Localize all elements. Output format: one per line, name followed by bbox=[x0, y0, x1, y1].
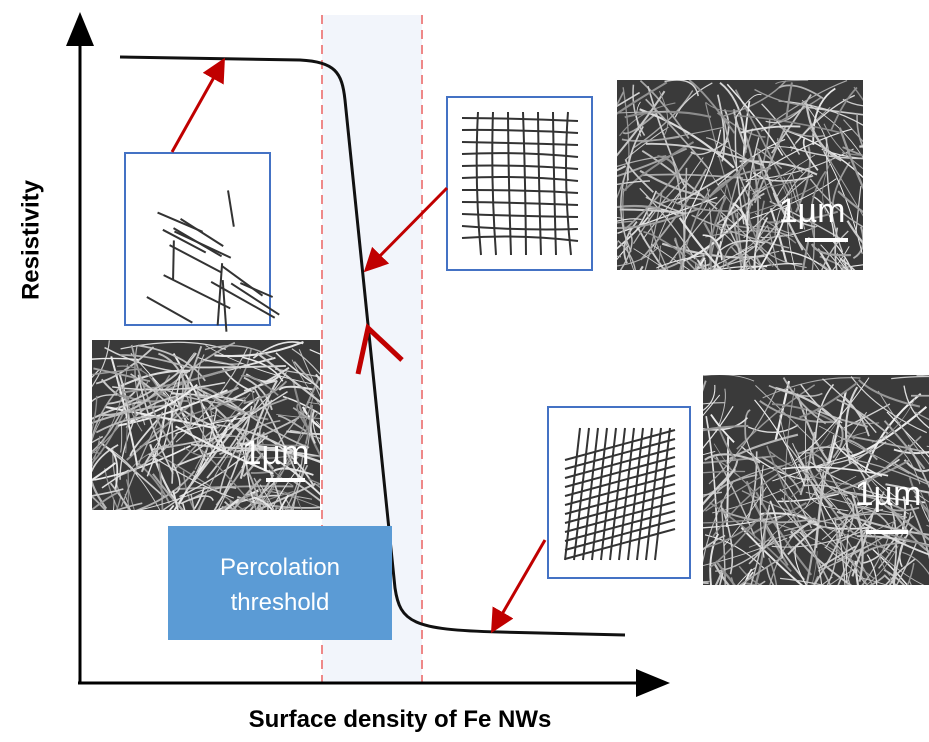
fiber bbox=[861, 578, 929, 626]
x-arrowhead bbox=[636, 669, 670, 697]
fiber bbox=[29, 369, 99, 437]
fiber bbox=[789, 266, 847, 337]
fiber bbox=[847, 574, 883, 678]
fiber bbox=[835, 255, 898, 357]
fiber bbox=[630, 266, 643, 326]
fiber bbox=[773, 576, 818, 645]
fiber bbox=[701, 573, 723, 658]
fiber bbox=[721, 581, 765, 618]
annotation-box bbox=[168, 526, 392, 640]
fiber bbox=[832, 269, 845, 302]
fiber bbox=[675, 264, 702, 307]
page: Resistivity Surface density of Fe NWs Pe… bbox=[0, 0, 929, 742]
fiber bbox=[841, 267, 856, 363]
arrow bbox=[494, 540, 545, 628]
fiber bbox=[911, 396, 929, 397]
sketch-box bbox=[125, 153, 270, 325]
diagram: Resistivity Surface density of Fe NWs Pe… bbox=[0, 0, 929, 742]
annotation-text: Percolation bbox=[220, 554, 340, 581]
fiber bbox=[746, 577, 832, 639]
fiber bbox=[756, 257, 828, 349]
x-axis-label: Surface density of Fe NWs bbox=[249, 706, 552, 733]
arrow bbox=[172, 63, 222, 152]
fiber bbox=[615, 241, 617, 285]
fiber bbox=[910, 581, 918, 652]
fiber bbox=[21, 436, 103, 503]
scale-label: 1µm bbox=[855, 475, 922, 513]
fiber bbox=[820, 264, 863, 333]
fiber bbox=[723, 268, 747, 357]
fiber bbox=[695, 262, 696, 379]
fiber bbox=[96, 505, 174, 588]
fiber bbox=[744, 583, 815, 605]
micrograph bbox=[542, 80, 929, 379]
scale-label: 1µm bbox=[779, 192, 846, 230]
y-axis-label: Resistivity bbox=[17, 179, 44, 300]
fiber bbox=[729, 577, 737, 647]
fiber bbox=[625, 583, 708, 587]
y-arrowhead bbox=[66, 12, 94, 46]
fiber bbox=[612, 581, 709, 611]
annotation-text: threshold bbox=[231, 589, 330, 616]
scale-label: 1µm bbox=[243, 434, 310, 472]
fiber bbox=[859, 145, 929, 151]
